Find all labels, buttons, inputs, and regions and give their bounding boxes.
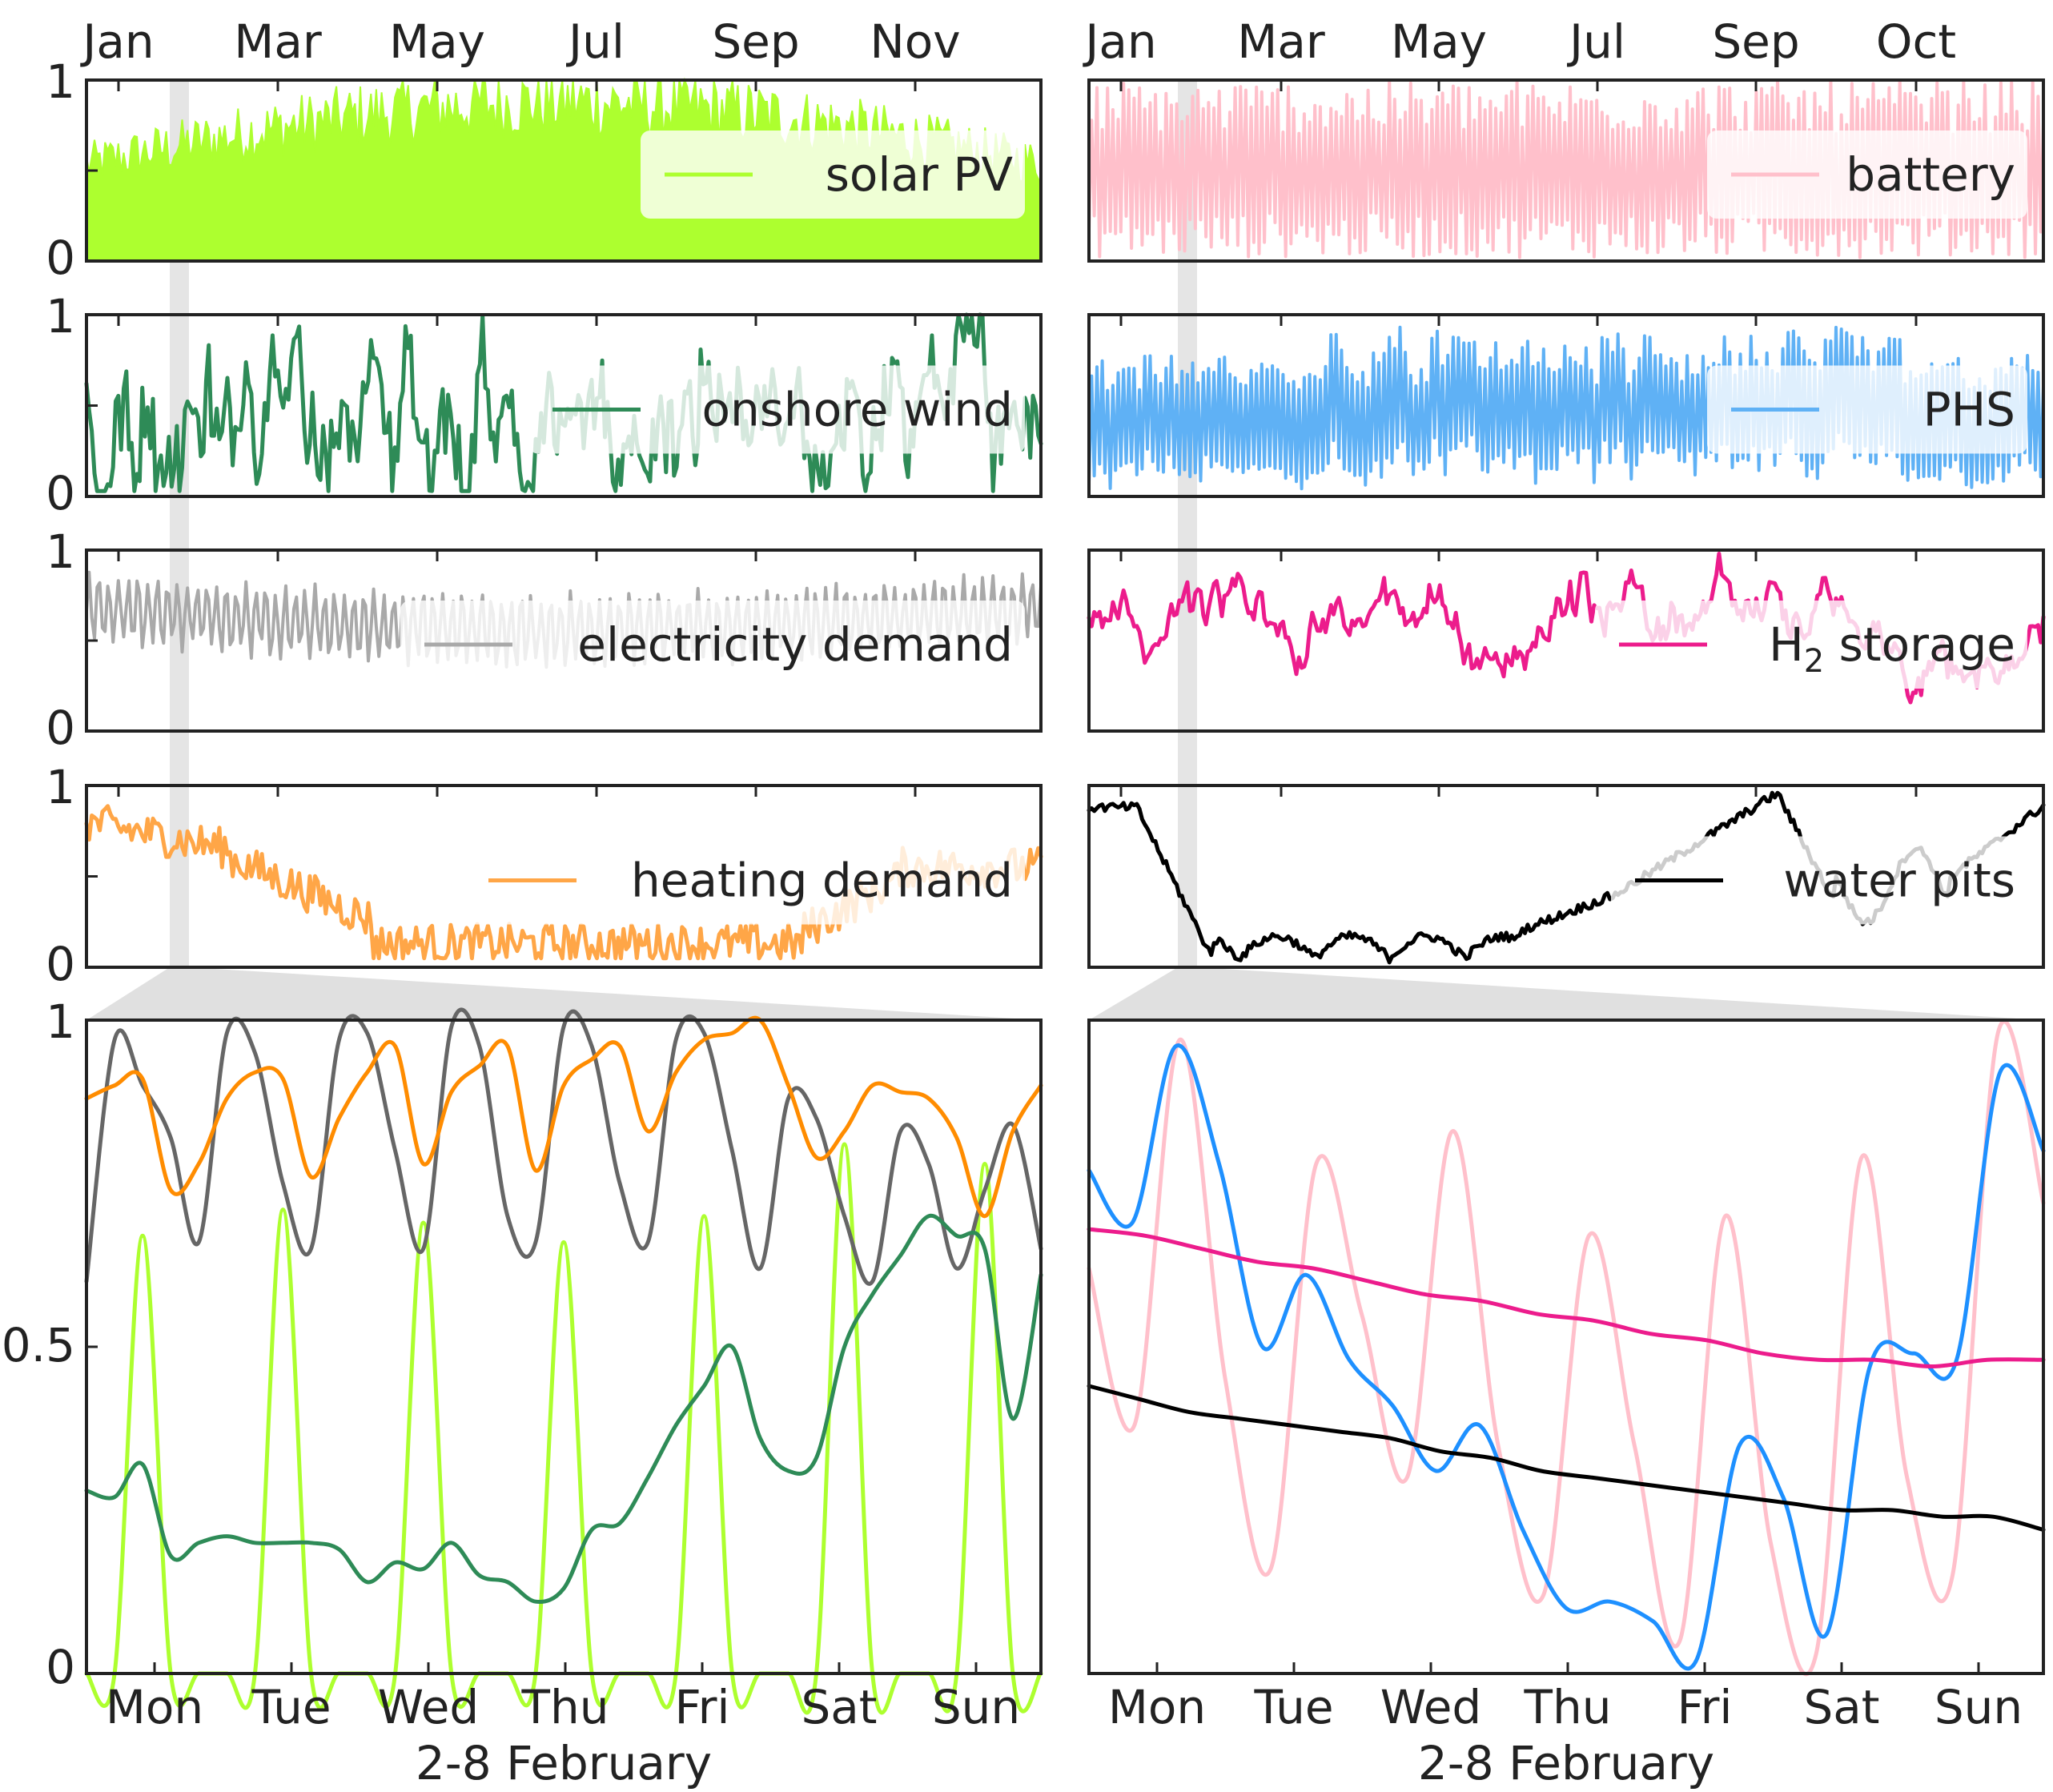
series-line-0 (84, 1142, 1043, 1715)
month-tick-label: Jan (80, 14, 154, 69)
y-tick-label: 1 (46, 994, 75, 1049)
zoom-panel (84, 1007, 1043, 1715)
month-tick-label: Jul (1567, 14, 1625, 69)
series-line-1 (1087, 1043, 2046, 1671)
month-tick-label: May (389, 14, 485, 69)
y-tick-label: 0 (46, 466, 75, 520)
day-tick-label: Wed (1380, 1680, 1481, 1734)
x-axis-label: 2-8 February (416, 1736, 712, 1790)
month-tick-label: Jul (566, 14, 625, 69)
legend-label: heating demand (631, 854, 1013, 908)
day-tick-label: Thu (521, 1680, 609, 1734)
legend-label: battery (1846, 147, 2015, 202)
day-tick-label: Tue (1253, 1680, 1333, 1734)
day-tick-label: Mon (1108, 1680, 1206, 1734)
x-axis-label: 2-8 February (1418, 1736, 1714, 1790)
series-line-2 (84, 1015, 1043, 1219)
series-line (1087, 78, 2045, 259)
legend-label: electricity demand (577, 617, 1013, 672)
axes-frame (85, 1019, 1043, 1675)
y-tick-label: 0.5 (2, 1318, 75, 1372)
y-tick-label: 0 (46, 701, 75, 755)
small-panel: H2 storage (1087, 548, 2046, 733)
y-tick-label: 1 (46, 760, 75, 814)
axes-frame (1087, 784, 2045, 969)
month-tick-label: Sep (712, 14, 799, 69)
legend-box (641, 131, 1025, 219)
month-tick-label: Mar (1237, 14, 1325, 69)
day-tick-label: Sat (1803, 1680, 1879, 1734)
day-tick-label: Sun (1934, 1680, 2023, 1734)
panels: solar PV onshore wind electricity demand he… (84, 77, 2046, 1715)
day-tick-label: Sat (801, 1680, 877, 1734)
small-panel: heating demand (84, 784, 1043, 969)
legend-box (1595, 601, 2027, 689)
series-line-0 (1087, 1019, 2046, 1677)
small-panel: water pits (1087, 784, 2046, 969)
month-tick-label: Oct (1876, 14, 1956, 69)
y-tick-label: 1 (46, 289, 75, 344)
day-tick-label: Wed (378, 1680, 479, 1734)
day-tick-label: Tue (251, 1680, 331, 1734)
small-panel: electricity demand (85, 548, 1043, 733)
axes-frame (1087, 313, 2045, 498)
zoom-panel (1087, 1019, 2046, 1677)
day-tick-label: Thu (1524, 1680, 1612, 1734)
legend-box (400, 601, 1025, 689)
small-panel: battery (1087, 78, 2045, 263)
series-line-3 (1087, 1384, 2046, 1532)
month-tick-label: Nov (870, 14, 960, 69)
month-tick-label: Mar (234, 14, 322, 69)
legend-box (1611, 836, 2027, 925)
day-tick-label: Fri (1677, 1680, 1732, 1734)
legend-label: solar PV (826, 147, 1014, 202)
y-tick-label: 1 (46, 54, 75, 109)
y-tick-label: 0 (46, 1640, 75, 1694)
axes-frame (1087, 548, 2045, 733)
day-tick-label: Fri (674, 1680, 729, 1734)
axes-frame (1087, 78, 2045, 263)
legend-label: water pits (1783, 854, 2015, 908)
y-tick-label: 1 (46, 524, 75, 579)
zoom-connector-left (86, 967, 1041, 1020)
series-line-3 (84, 1213, 1043, 1605)
legend-box (528, 365, 1025, 454)
legend-label: onshore wind (701, 383, 1013, 437)
series-line-2 (1087, 1227, 2046, 1368)
legend-label-subscript: 2 (1804, 643, 1824, 680)
month-tick-label: May (1391, 14, 1487, 69)
small-panel: PHS (1087, 313, 2045, 498)
legend-label-suffix: storage (1824, 617, 2015, 672)
small-panel: onshore wind (84, 312, 1043, 498)
legend-box (1707, 131, 2027, 219)
month-tick-label: Sep (1712, 14, 1799, 69)
legend-box (1707, 365, 2027, 454)
zoom-connectors (86, 80, 2043, 1020)
axes-frame (1087, 1019, 2045, 1675)
legend-label: H2 storage (1769, 617, 2015, 680)
day-tick-label: Sun (932, 1680, 1020, 1734)
day-tick-label: Mon (106, 1680, 203, 1734)
small-panel: solar PV (85, 77, 1043, 263)
y-tick-label: 0 (46, 231, 75, 285)
legend-label-main: H (1769, 617, 1804, 672)
legend-box (464, 836, 1025, 925)
legend-label: PHS (1923, 383, 2015, 437)
labels: Jan Mar May Jul Sep Nov Jan Mar May Jul Sep Oct0101… (2, 14, 2023, 1790)
month-tick-label: Jan (1083, 14, 1156, 69)
zoom-connector-right (1089, 967, 2043, 1020)
y-tick-label: 0 (46, 937, 75, 991)
